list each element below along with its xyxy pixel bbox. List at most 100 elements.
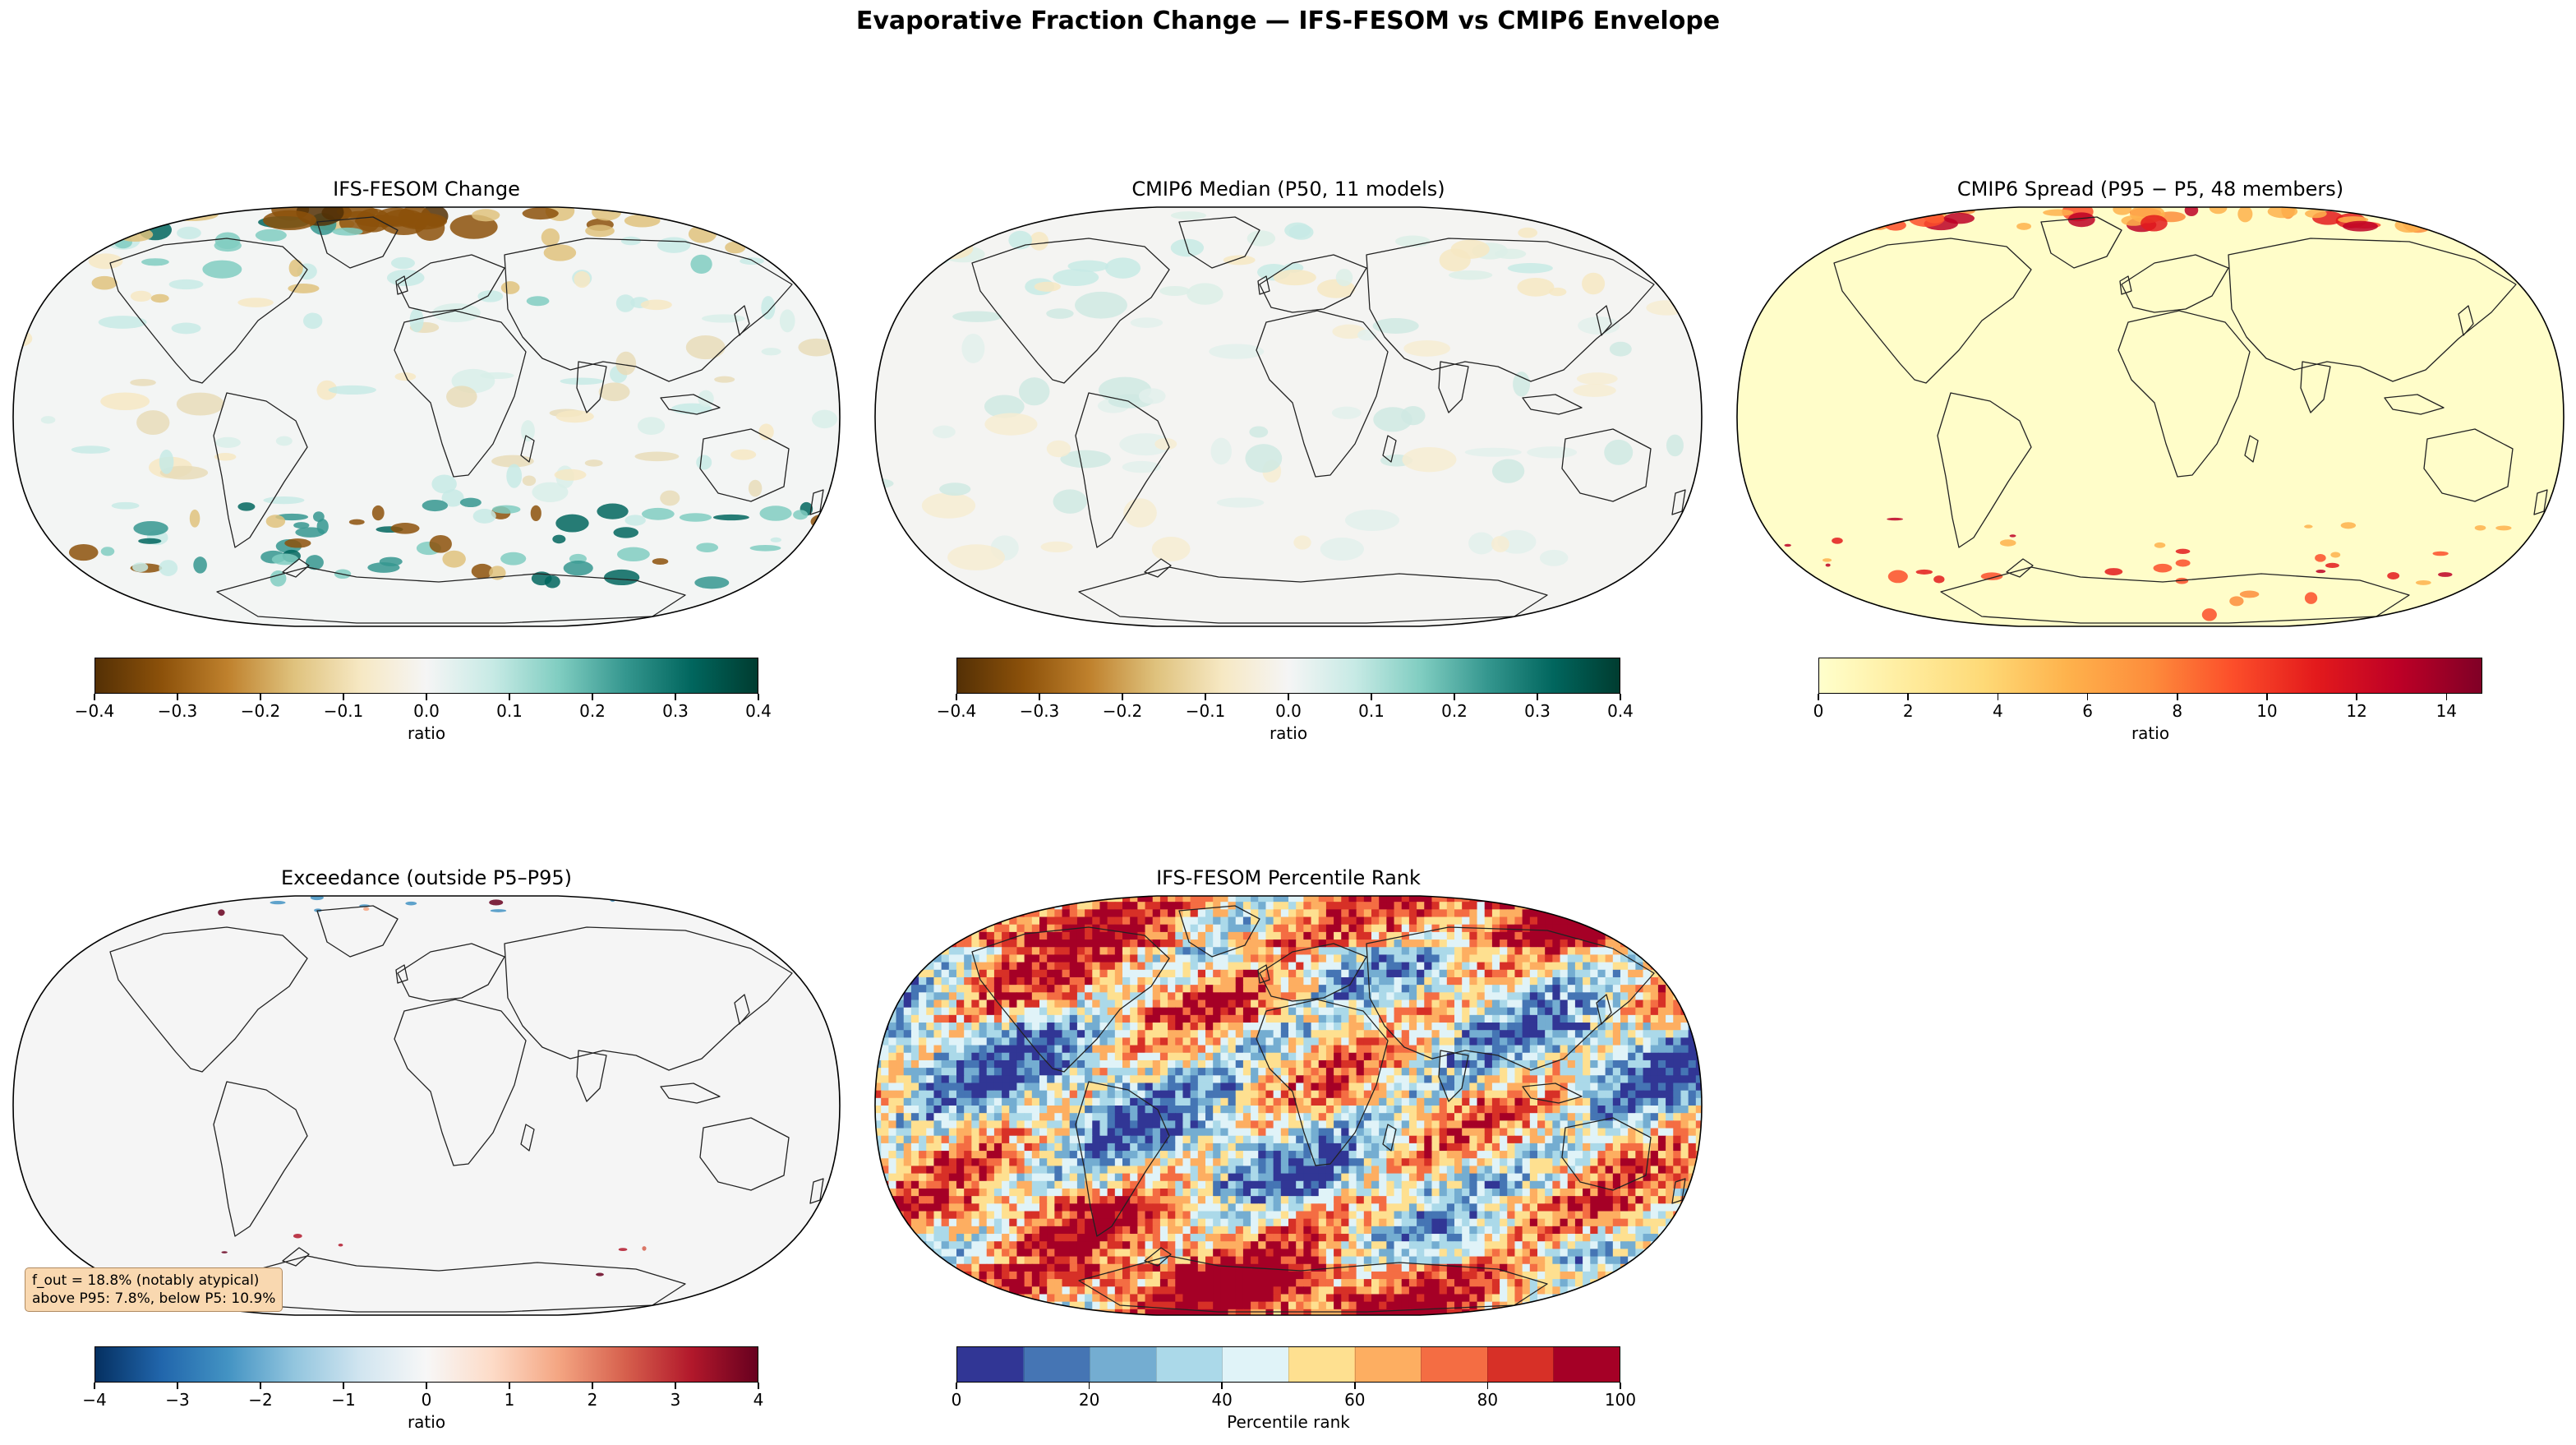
field-patch (477, 290, 504, 302)
rank-cell (1280, 1083, 1289, 1092)
rank-cell (881, 924, 889, 933)
rank-cell (1280, 916, 1289, 926)
rank-cell (1545, 1106, 1553, 1114)
rank-cell (1688, 947, 1697, 956)
rank-cell (1620, 1068, 1629, 1076)
rank-cell (1491, 1068, 1500, 1076)
rank-cell (1446, 896, 1455, 903)
rank-cell (1341, 1113, 1350, 1121)
rank-cell (1228, 1120, 1237, 1129)
rank-cell (1537, 962, 1546, 971)
rank-cell (1567, 1045, 1576, 1054)
rank-cell (1545, 969, 1553, 978)
rank-cell (1628, 1083, 1636, 1092)
rank-cell (1666, 1060, 1674, 1069)
rank-cell (1605, 1128, 1614, 1137)
rank-cell (1107, 924, 1116, 933)
rank-cell (1477, 969, 1486, 978)
rank-cell (1363, 1120, 1372, 1129)
rank-cell (1597, 1083, 1606, 1092)
rank-cell (1265, 1045, 1274, 1054)
field-patch (2209, 207, 2228, 215)
rank-cell (1500, 962, 1508, 971)
rank-cell (881, 939, 889, 948)
rank-cell (1462, 1151, 1470, 1159)
rank-cell (1688, 1090, 1697, 1099)
rank-cell (1190, 1158, 1199, 1167)
rank-cell (1099, 1143, 1108, 1152)
rank-cell (1182, 902, 1191, 910)
rank-cell (986, 1113, 995, 1121)
rank-cell (1159, 916, 1168, 926)
rank-cell (1574, 1007, 1583, 1016)
field-patch (490, 909, 507, 912)
rank-cell (875, 992, 882, 1001)
rank-cell (1424, 1120, 1433, 1129)
rank-cell (1303, 1052, 1312, 1061)
rank-cell (1273, 999, 1282, 1009)
rank-cell (1107, 1007, 1116, 1016)
rank-cell (1688, 1068, 1697, 1076)
rank-cell (1228, 1106, 1237, 1114)
rank-cell (1085, 985, 1093, 993)
rank-cell (1408, 1180, 1417, 1189)
rank-cell (1469, 1128, 1478, 1137)
field-patch (2486, 211, 2522, 229)
rank-cell (1484, 947, 1493, 956)
rank-cell (875, 947, 882, 956)
rank-cell (1085, 909, 1093, 918)
rank-cell (1394, 1037, 1403, 1046)
rank-cell (903, 1060, 912, 1069)
rank-cell (1431, 1158, 1440, 1167)
rank-cell (910, 999, 919, 1009)
rank-cell (1657, 1045, 1666, 1054)
field-patch (749, 545, 781, 552)
rank-cell (1356, 1113, 1365, 1121)
rank-cell (875, 1128, 882, 1137)
field-patch (560, 377, 604, 385)
rank-cell (881, 1052, 889, 1061)
rank-cell (1303, 985, 1312, 993)
rank-cell (1325, 1090, 1334, 1099)
colorbar-tick (426, 694, 427, 700)
rank-cell (919, 916, 927, 926)
rank-cell (979, 1097, 988, 1106)
rank-cell (1114, 931, 1123, 940)
rank-cell (1408, 1090, 1417, 1099)
rank-cell (1401, 1023, 1410, 1031)
colorbar-tick-label: 0.1 (496, 701, 523, 721)
rank-cell (1431, 1180, 1440, 1189)
rank-cell (1469, 1023, 1478, 1031)
rank-cell (1197, 939, 1206, 948)
rank-cell (1401, 924, 1410, 933)
rank-cell (1076, 1128, 1085, 1137)
rank-cell (1031, 939, 1040, 948)
coast-indonesia (660, 394, 721, 415)
field-patch (1464, 447, 1522, 457)
rank-cell (1620, 1023, 1629, 1031)
rank-cell (1628, 1106, 1636, 1114)
rank-cell (1273, 969, 1282, 978)
rank-cell (1107, 1060, 1116, 1069)
rank-cell (1363, 916, 1372, 926)
rank-cell (903, 1090, 912, 1099)
rank-cell (1024, 1023, 1033, 1031)
rank-cell (1514, 962, 1523, 971)
coast-australia (699, 428, 790, 502)
rank-cell (1680, 1060, 1689, 1069)
rank-cell (993, 1037, 1002, 1046)
colorbar-tick-label: −0.1 (323, 701, 364, 721)
rank-cell (1258, 1180, 1267, 1189)
rank-cell (1130, 1128, 1138, 1137)
rank-cell (1522, 962, 1531, 971)
rank-cell (1484, 999, 1493, 1009)
rank-cell (1537, 1083, 1546, 1092)
rank-cell (979, 1052, 988, 1061)
rank-cell (1529, 1023, 1538, 1031)
rank-cell (1590, 992, 1599, 1001)
rank-cell (1635, 1173, 1644, 1182)
rank-cell (986, 1151, 995, 1159)
rank-cell (1424, 924, 1433, 933)
rank-cell (948, 1158, 957, 1167)
rank-cell (875, 969, 882, 978)
